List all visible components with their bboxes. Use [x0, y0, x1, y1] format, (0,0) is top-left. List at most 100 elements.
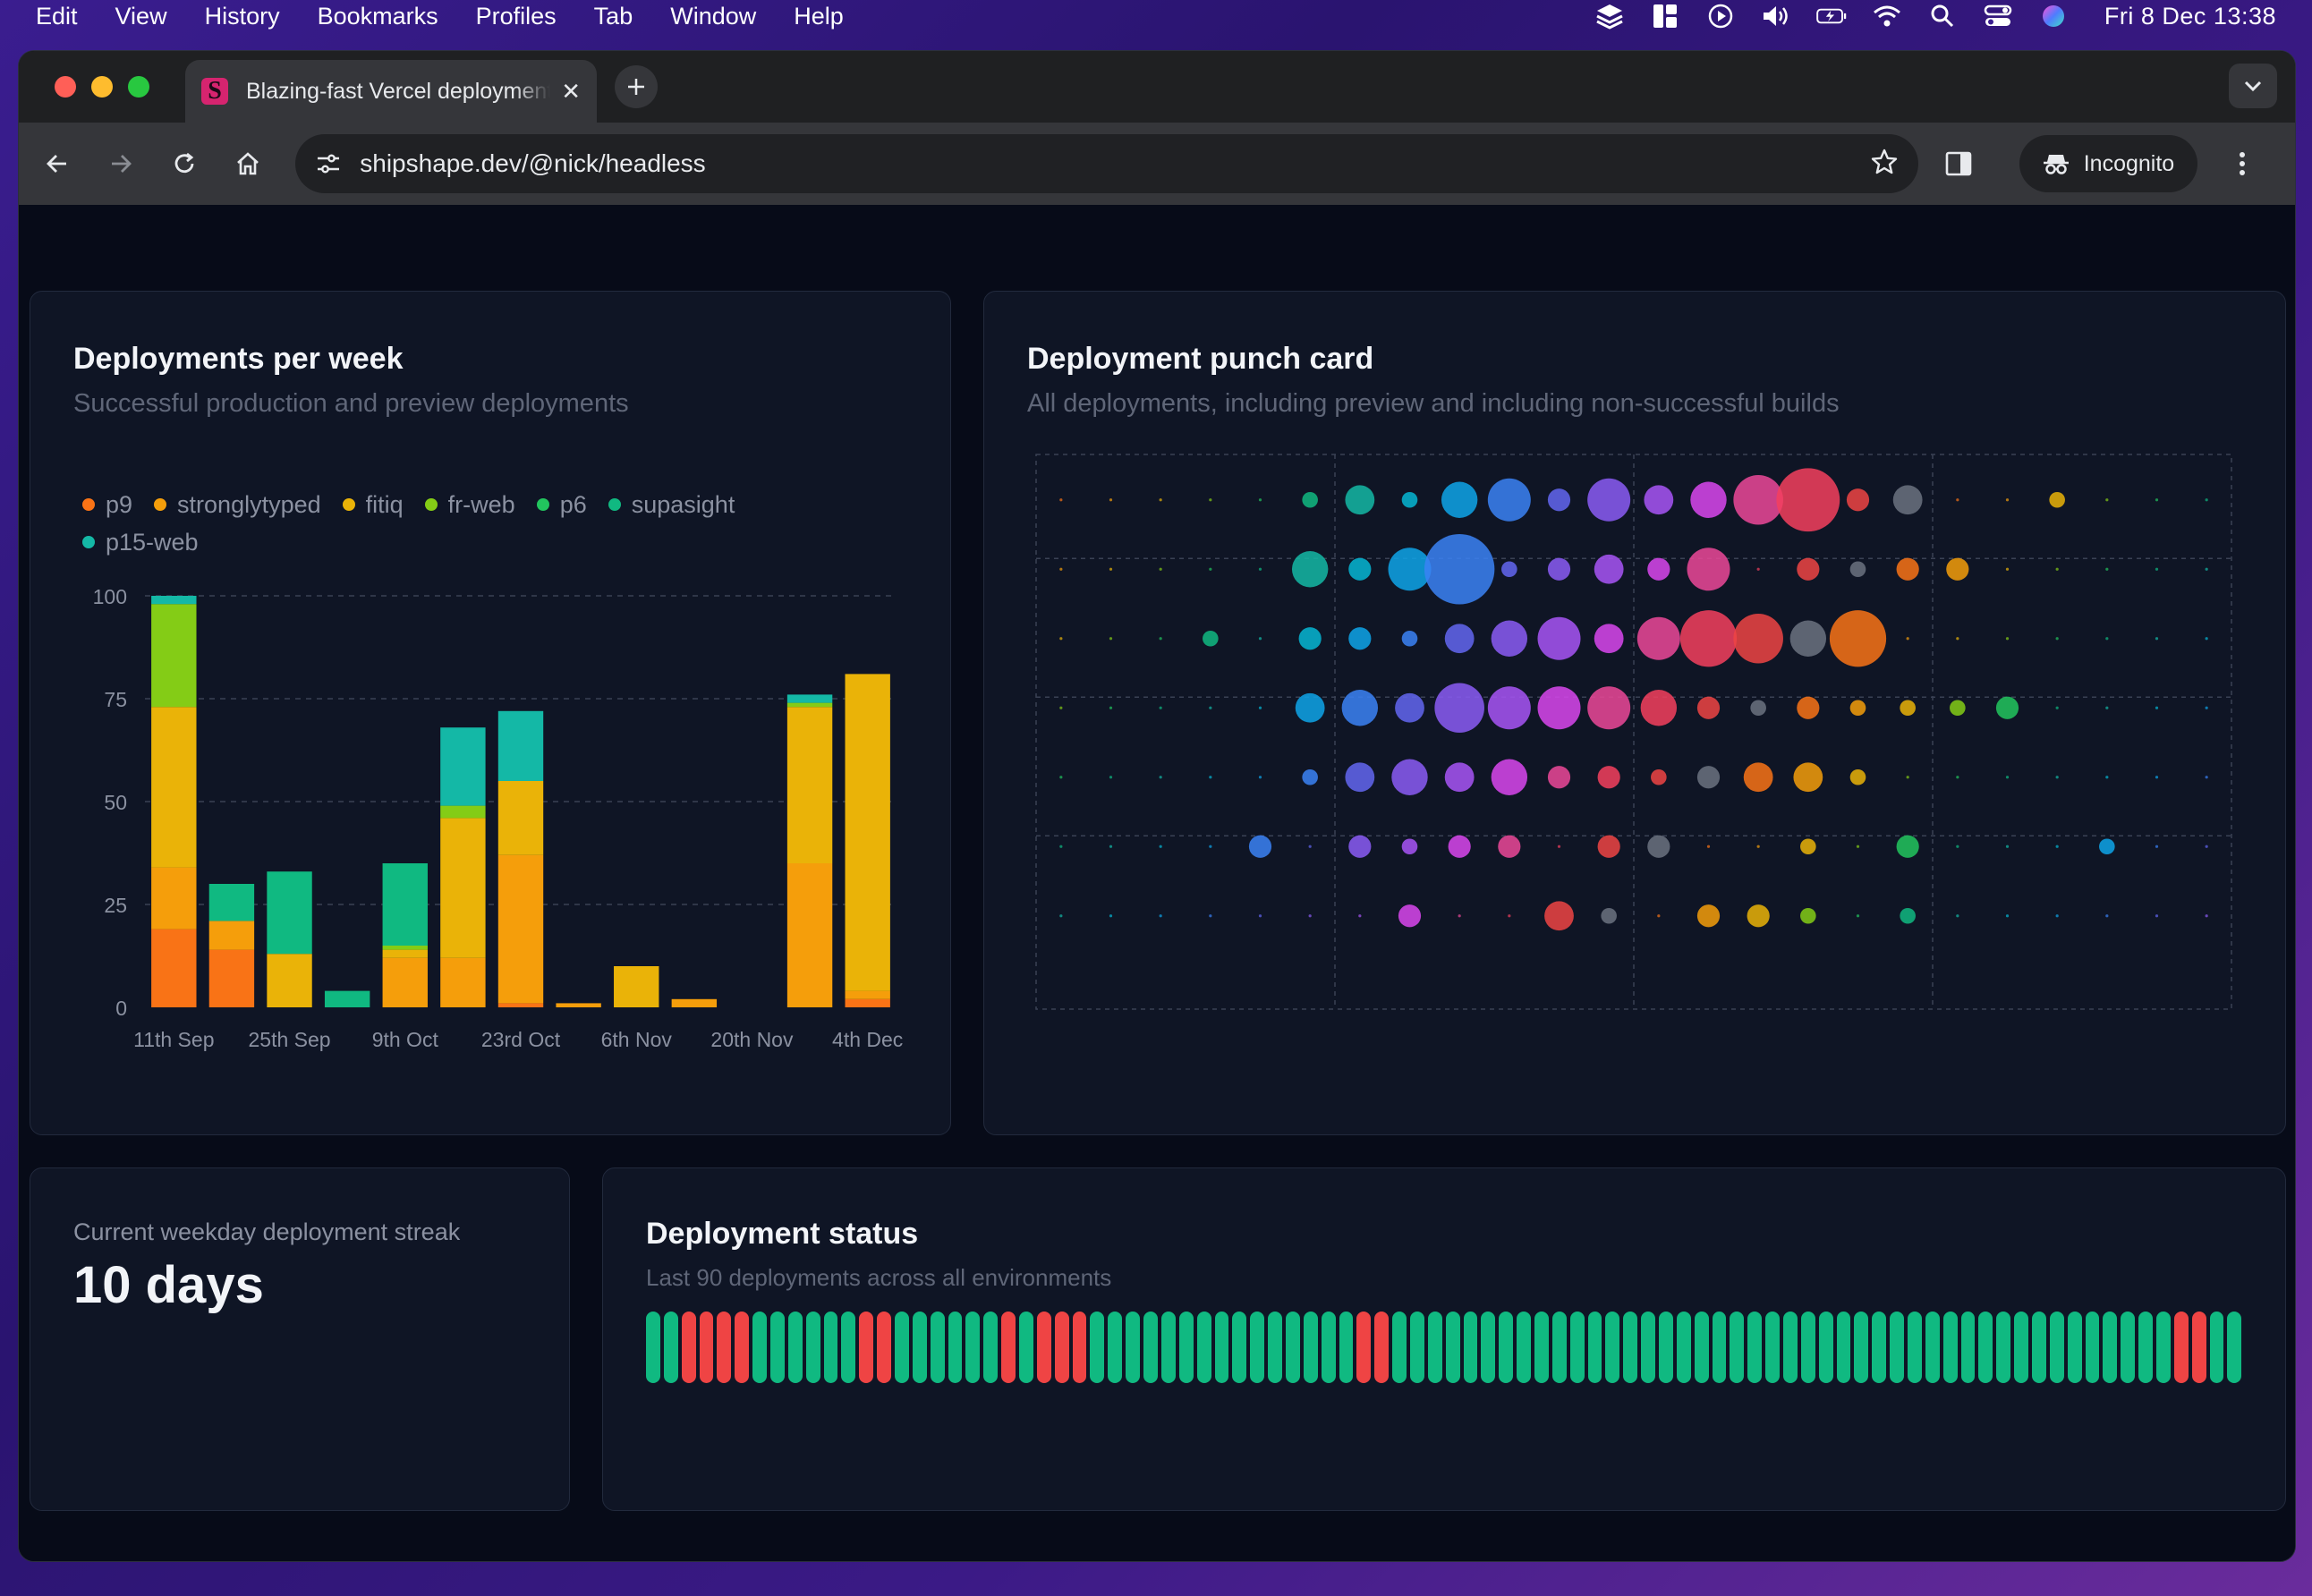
punchcard-bubble[interactable] — [1159, 498, 1162, 502]
punchcard-bubble[interactable] — [1345, 762, 1375, 793]
punchcard-bubble[interactable] — [2105, 637, 2109, 641]
status-bar-success[interactable] — [1232, 1312, 1247, 1383]
punchcard-bubble[interactable] — [1856, 914, 1860, 918]
status-bar-success[interactable] — [1942, 1312, 1958, 1383]
bar-segment-p9[interactable] — [845, 998, 890, 1007]
bar-segment-p15-web[interactable] — [497, 710, 544, 781]
zoom-window-button[interactable] — [128, 76, 149, 98]
punchcard-bubble[interactable] — [1109, 776, 1113, 779]
punchcard-bubble[interactable] — [1109, 498, 1113, 502]
close-tab-icon[interactable]: ✕ — [561, 77, 581, 105]
punchcard-bubble[interactable] — [1209, 845, 1212, 848]
punchcard-bubble[interactable] — [1059, 914, 1063, 918]
punchcard-bubble[interactable] — [1544, 901, 1574, 931]
status-bar-failed[interactable] — [735, 1312, 750, 1383]
punchcard-bubble[interactable] — [1109, 706, 1113, 709]
punchcard-bubble[interactable] — [1308, 914, 1312, 918]
punchcard-bubble[interactable] — [2105, 567, 2109, 571]
status-bar-success[interactable] — [2103, 1312, 2118, 1383]
status-bar-success[interactable] — [752, 1312, 768, 1383]
status-bar-success[interactable] — [1551, 1312, 1567, 1383]
punchcard-bubble[interactable] — [1750, 700, 1766, 717]
status-bar-success[interactable] — [1854, 1312, 1869, 1383]
punchcard-bubble[interactable] — [1690, 481, 1727, 518]
punchcard-bubble[interactable] — [1733, 474, 1783, 525]
punchcard-bubble[interactable] — [1800, 907, 1816, 924]
status-bar-success[interactable] — [1090, 1312, 1105, 1383]
punchcard-bubble[interactable] — [1341, 690, 1379, 726]
status-bar-success[interactable] — [2121, 1312, 2136, 1383]
punchcard-bubble[interactable] — [1776, 468, 1840, 532]
punchcard-bubble[interactable] — [1458, 914, 1461, 918]
punchcard-bubble[interactable] — [1956, 498, 1959, 502]
status-bar-success[interactable] — [983, 1312, 999, 1383]
volume-icon[interactable] — [1761, 3, 1791, 30]
status-bar-failed[interactable] — [1072, 1312, 1087, 1383]
status-bar-success[interactable] — [1925, 1312, 1940, 1383]
bar-segment-stronglytyped[interactable] — [556, 1003, 601, 1007]
status-bar-success[interactable] — [2209, 1312, 2224, 1383]
punchcard-bubble[interactable] — [1696, 766, 1721, 789]
bar-segment-supasight[interactable] — [382, 863, 428, 946]
legend-item-stronglytyped[interactable]: stronglytyped — [154, 487, 321, 522]
punchcard-bubble[interactable] — [1308, 845, 1312, 848]
forward-button[interactable] — [97, 139, 146, 189]
status-bar-success[interactable] — [1250, 1312, 1265, 1383]
punchcard-bubble[interactable] — [1209, 776, 1212, 779]
status-bar-success[interactable] — [841, 1312, 856, 1383]
status-bar-success[interactable] — [646, 1312, 660, 1383]
punchcard-bubble[interactable] — [1647, 835, 1670, 858]
punchcard-bubble[interactable] — [1159, 637, 1162, 641]
bar-segment-stronglytyped[interactable] — [845, 990, 890, 999]
bar-segment-p15-web[interactable] — [786, 694, 833, 703]
punchcard-bubble[interactable] — [1547, 766, 1571, 789]
punchcard-bubble[interactable] — [1995, 696, 2019, 719]
punchcard-bubble[interactable] — [1159, 914, 1162, 918]
address-bar[interactable]: shipshape.dev/@nick/headless — [295, 134, 1918, 193]
bar-segment-stronglytyped[interactable] — [208, 921, 255, 950]
status-bar-success[interactable] — [1818, 1312, 1833, 1383]
punchcard-bubble[interactable] — [2205, 845, 2208, 848]
menu-tab[interactable]: Tab — [593, 2, 633, 30]
bar-segment-stronglytyped[interactable] — [151, 867, 197, 930]
punchcard-bubble[interactable] — [1448, 835, 1471, 858]
menu-view[interactable]: View — [115, 2, 167, 30]
status-bar-success[interactable] — [930, 1312, 945, 1383]
bar-segment-stronglytyped[interactable] — [440, 957, 486, 1007]
punchcard-bubble[interactable] — [1557, 845, 1561, 848]
status-bar-success[interactable] — [1143, 1312, 1158, 1383]
status-bar-success[interactable] — [1623, 1312, 1638, 1383]
menu-profiles[interactable]: Profiles — [475, 2, 557, 30]
bar-segment-fr-web[interactable] — [151, 604, 197, 708]
punchcard-bubble[interactable] — [1797, 557, 1820, 581]
punchcard-bubble[interactable] — [1348, 835, 1372, 858]
punchcard-bubble[interactable] — [1391, 759, 1428, 795]
status-bar-success[interactable] — [1765, 1312, 1780, 1383]
home-button[interactable] — [223, 139, 272, 189]
control-center-icon[interactable] — [1983, 3, 2013, 30]
punchcard-bubble[interactable] — [1491, 620, 1528, 657]
punchcard-bubble[interactable] — [1687, 548, 1730, 591]
punchcard-bubble[interactable] — [1956, 845, 1959, 848]
punchcard-bubble[interactable] — [1209, 914, 1212, 918]
menu-window[interactable]: Window — [670, 2, 757, 30]
punchcard-bubble[interactable] — [1258, 567, 1262, 571]
punchcard-bubble[interactable] — [2005, 498, 2010, 502]
punchcard-bubble[interactable] — [1401, 630, 1418, 647]
punchcard-bubble[interactable] — [2205, 637, 2208, 641]
status-bar-success[interactable] — [1890, 1312, 1905, 1383]
punchcard-bubble[interactable] — [1696, 904, 1721, 928]
bar-segment-p9[interactable] — [497, 1003, 544, 1007]
window-layout-icon[interactable] — [1650, 3, 1680, 30]
punchcard-bubble[interactable] — [1789, 620, 1827, 657]
punchcard-bubble[interactable] — [2205, 706, 2208, 709]
status-bar-success[interactable] — [2014, 1312, 2029, 1383]
siri-icon[interactable] — [2038, 3, 2069, 30]
punchcard-bubble[interactable] — [2005, 567, 2010, 571]
tab-search-button[interactable] — [2229, 64, 2277, 108]
status-bar-success[interactable] — [1019, 1312, 1033, 1383]
punchcard-bubble[interactable] — [1829, 610, 1887, 667]
status-bar-success[interactable] — [1160, 1312, 1176, 1383]
bar-segment-fitiq[interactable] — [267, 954, 312, 1007]
punchcard-bubble[interactable] — [1640, 690, 1678, 726]
